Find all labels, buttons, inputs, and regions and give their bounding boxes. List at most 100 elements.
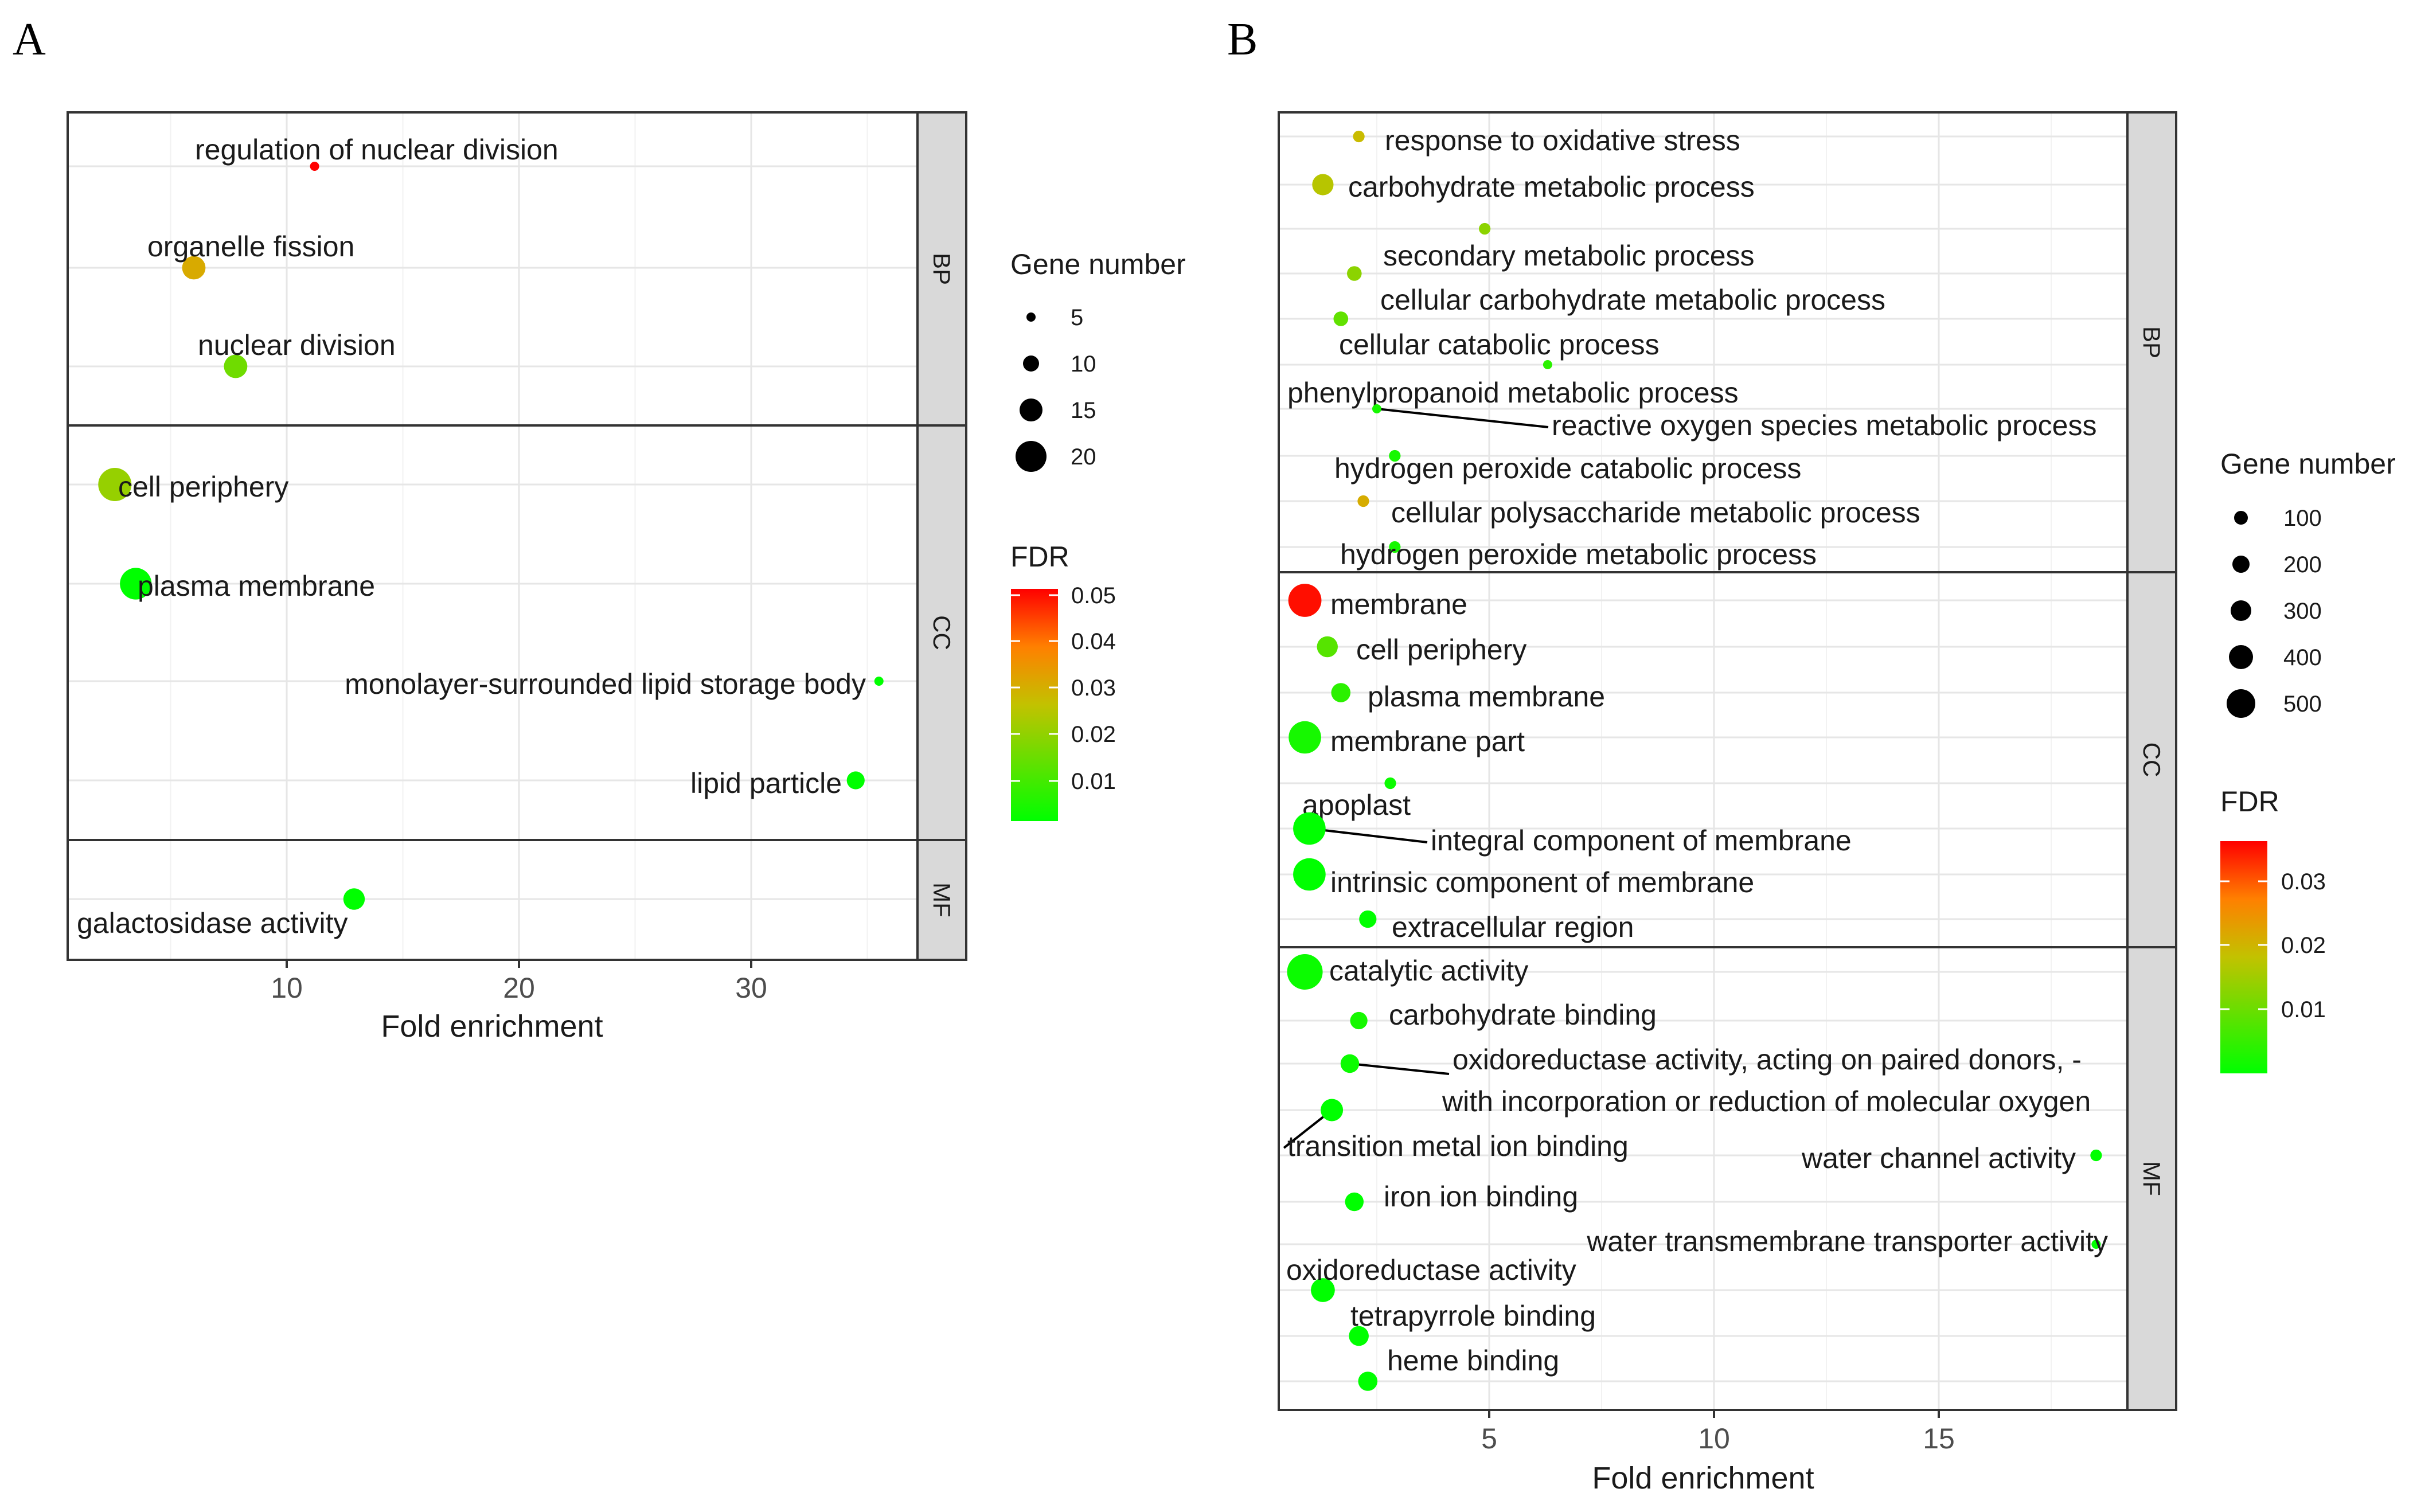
x-tick-label-5: 5 — [1481, 1423, 1497, 1455]
legend-fdr-title: FDR — [1010, 541, 1069, 573]
facet-strip-mf — [916, 839, 967, 961]
legend-fdr-label-0-04: 0.04 — [1071, 629, 1116, 654]
data-point-cc-plasma-membrane — [1331, 683, 1351, 702]
data-point-cc-monolayer-surrounded-lipid-storage-body — [874, 677, 884, 686]
point-label-extracellular-region: extracellular region — [1392, 911, 1634, 943]
point-label-oxidoreductase-activity-acting-on-paired-donors: oxidoreductase activity, acting on paire… — [1453, 1044, 2082, 1076]
data-point-mf-oxidoreductase-activity — [1311, 1278, 1335, 1302]
legend-size-label-20: 20 — [1071, 444, 1096, 470]
point-label-tetrapyrrole-binding: tetrapyrrole binding — [1350, 1300, 1596, 1332]
point-label-carbohydrate-metabolic-process: carbohydrate metabolic process — [1348, 171, 1755, 203]
label-leader-line — [1309, 827, 1428, 843]
point-label-organelle-fission: organelle fission — [147, 230, 354, 263]
legend-size-label-200: 200 — [2283, 552, 2322, 577]
point-label-cell-periphery: cell periphery — [118, 471, 288, 503]
x-tick-label-20: 20 — [503, 972, 535, 1004]
legend-size-label-300: 300 — [2283, 599, 2322, 624]
point-label-phenylpropanoid-metabolic-process: phenylpropanoid metabolic process — [1287, 377, 1739, 409]
legend-fdr-colorbar — [1011, 589, 1058, 821]
data-point-cc-membrane-part — [1289, 721, 1321, 754]
data-point-bp-organelle-fission — [182, 256, 206, 280]
point-label-response-to-oxidative-stress: response to oxidative stress — [1385, 124, 1740, 157]
data-point-bp-hydrogen-peroxide-metabolic-process — [1389, 541, 1401, 553]
data-point-mf-transition-metal-ion-binding — [1321, 1099, 1344, 1122]
legend-size-label-5: 5 — [1071, 305, 1083, 330]
legend-fdr-title: FDR — [2220, 786, 2279, 818]
data-point-cc-intrinsic-component-of-membrane — [1293, 858, 1326, 891]
point-label-oxidoreductase-activity: oxidoreductase activity — [1286, 1254, 1576, 1286]
legend-size-key-10 — [1023, 355, 1039, 372]
data-point-cc-integral-component-of-membrane — [1293, 812, 1326, 845]
panel-a-letter: A — [13, 14, 46, 65]
legend-size-key-300 — [2231, 600, 2251, 621]
legend-fdr-label-0-03: 0.03 — [2281, 869, 2326, 894]
point-label-plasma-membrane: plasma membrane — [1368, 681, 1605, 713]
x-axis-title: Fold enrichment — [1592, 1461, 1814, 1495]
data-point-mf-heme-binding — [1358, 1372, 1378, 1391]
data-point-cc-lipid-particle — [846, 771, 865, 790]
point-label-secondary-metabolic-process: secondary metabolic process — [1383, 240, 1755, 272]
legend-size-label-15: 15 — [1071, 398, 1096, 423]
data-point-cc-plasma-membrane — [120, 568, 152, 600]
point-label-integral-component-of-membrane: integral component of membrane — [1431, 825, 1852, 857]
point-label-monolayer-surrounded-lipid-storage-body: monolayer-surrounded lipid storage body — [345, 668, 866, 700]
point-label-regulation-of-nuclear-division: regulation of nuclear division — [195, 134, 559, 166]
facet-strip-cc — [916, 424, 967, 841]
point-label-hydrogen-peroxide-catabolic-process: hydrogen peroxide catabolic process — [1334, 452, 1801, 485]
legend-fdr-label-0-05: 0.05 — [1071, 583, 1116, 608]
facet-label-mf: MF — [2138, 1161, 2165, 1196]
panel-b-letter: B — [1227, 14, 1258, 65]
data-point-bp-reactive-oxygen-species-metabolic-process — [1372, 404, 1381, 413]
x-tick-label-10: 10 — [1698, 1423, 1730, 1455]
point-label-iron-ion-binding: iron ion binding — [1384, 1181, 1578, 1213]
legend-fdr-label-0-02: 0.02 — [2281, 933, 2326, 958]
facet-label-cc: CC — [928, 615, 955, 650]
legend-fdr-colorbar — [2220, 841, 2267, 1073]
data-point-bp-carbohydrate-metabolic-process — [1312, 174, 1334, 196]
point-label-apoplast: apoplast — [1302, 789, 1411, 821]
point-label-cellular-catabolic-process: cellular catabolic process — [1339, 329, 1660, 361]
point-label-catalytic-activity: catalytic activity — [1329, 955, 1528, 987]
point-label-reactive-oxygen-species-metabolic-process: reactive oxygen species metabolic proces… — [1552, 409, 2096, 442]
legend-size-label-10: 10 — [1071, 351, 1096, 377]
facet-label-mf: MF — [928, 882, 955, 917]
point-label-hydrogen-peroxide-metabolic-process: hydrogen peroxide metabolic process — [1340, 538, 1817, 571]
legend-size-key-100 — [2234, 511, 2248, 525]
x-tick-label-10: 10 — [271, 972, 303, 1004]
label-leader-line — [1349, 1062, 1450, 1075]
data-point-mf-water-transmembrane-transporter-activity — [2091, 1240, 2101, 1249]
point-label-membrane: membrane — [1330, 588, 1467, 620]
point-label-galactosidase-activity: galactosidase activity — [77, 907, 347, 939]
x-tick-label-15: 15 — [1923, 1423, 1955, 1455]
x-axis-title: Fold enrichment — [381, 1009, 603, 1044]
data-point-cc-apoplast — [1384, 777, 1396, 790]
point-label-water-transmembrane-transporter-activity: water transmembrane transporter activity — [1586, 1225, 2108, 1257]
legend-size-key-20 — [1016, 441, 1047, 472]
legend-fdr-label-0-01: 0.01 — [1071, 769, 1116, 794]
point-label-carbohydrate-binding: carbohydrate binding — [1389, 999, 1657, 1031]
point-label-oxidoreductase-activity-acting-on-paired-donors-line2: with incorporation or reduction of molec… — [1442, 1085, 2091, 1118]
facet-label-bp: BP — [928, 253, 955, 285]
data-point-mf-iron-ion-binding — [1345, 1192, 1364, 1212]
data-point-bp-regulation-of-nuclear-division — [310, 162, 319, 171]
x-tick-label-30: 30 — [735, 972, 767, 1004]
facet-label-cc: CC — [2138, 743, 2165, 778]
legend-size-label-400: 400 — [2283, 645, 2322, 670]
facet-strip-cc — [2126, 571, 2177, 948]
data-point-cc-extracellular-region — [1359, 910, 1377, 928]
legend-size-key-400 — [2229, 645, 2253, 669]
data-point-bp-nuclear-division — [224, 354, 248, 378]
data-point-mf-water-channel-activity — [2090, 1149, 2102, 1162]
data-point-mf-carbohydrate-binding — [1350, 1011, 1368, 1030]
data-point-bp-cellular-catabolic-process — [1333, 311, 1349, 326]
legend-fdr-label-0-02: 0.02 — [1071, 722, 1116, 747]
point-label-water-channel-activity: water channel activity — [1801, 1142, 2076, 1174]
point-label-cellular-carbohydrate-metabolic-process: cellular carbohydrate metabolic process — [1380, 284, 1885, 316]
point-label-plasma-membrane: plasma membrane — [138, 570, 375, 602]
point-label-transition-metal-ion-binding: transition metal ion binding — [1287, 1130, 1629, 1162]
data-point-cc-cell-periphery — [98, 468, 132, 501]
point-label-cell-periphery: cell periphery — [1356, 634, 1526, 666]
point-label-heme-binding: heme binding — [1387, 1345, 1559, 1377]
data-point-bp-hydrogen-peroxide-catabolic-process — [1389, 450, 1401, 462]
